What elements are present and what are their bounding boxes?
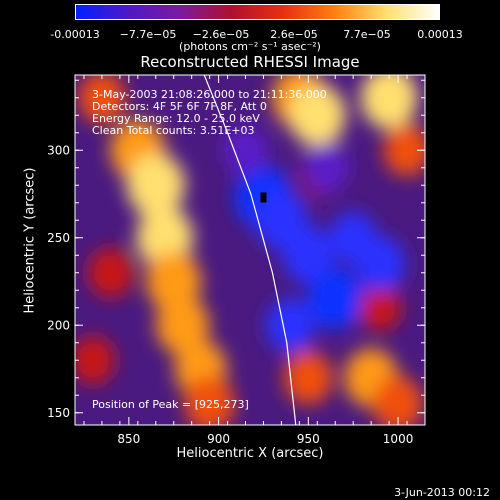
- annotation-detectors: Detectors: 4F 5F 6F 7F 8F, Att 0: [92, 100, 267, 113]
- footer-date: 3-Jun-2013 00:12: [394, 486, 490, 499]
- colorbar-tick-label: −7.7e−05: [119, 28, 177, 41]
- x-tick-label: 900: [207, 432, 230, 446]
- solar-limb-line: [203, 75, 297, 425]
- plot-frame: [74, 74, 426, 426]
- heatmap-cell: [383, 124, 425, 177]
- colorbar-tick-label: 7.7e−05: [343, 28, 391, 41]
- heatmap-cell: [282, 226, 335, 284]
- heatmap-cell: [265, 298, 315, 353]
- colorbar-tick-label: 0.00013: [417, 28, 463, 41]
- heatmap-cell: [303, 142, 350, 193]
- heatmap-cell: [288, 84, 346, 147]
- y-axis-label: Heliocentric Y (arcsec): [22, 167, 38, 314]
- y-tick-label: 200: [47, 318, 70, 332]
- heatmap-cell: [360, 75, 418, 129]
- heatmap-cell: [155, 295, 210, 355]
- heatmap-cell: [88, 247, 134, 298]
- colorbar-tick-label: 2.6e−05: [270, 28, 318, 41]
- y-tick-label: 250: [47, 231, 70, 245]
- heatmap-cell: [307, 268, 363, 330]
- colorbar-gradient: [76, 5, 439, 19]
- chart-title: Reconstructed RHESSI Image: [140, 53, 360, 71]
- heatmap-cell: [184, 376, 235, 425]
- annotation-energy: Energy Range: 12.0 - 25.0 keV: [92, 112, 260, 125]
- y-tick-label: 150: [47, 406, 70, 420]
- x-tick-label: 1000: [383, 432, 414, 446]
- heatmap-cell: [358, 284, 402, 332]
- heatmap-cell: [223, 126, 268, 175]
- annotation-time: 3-May-2003 21:08:26.000 to 21:11:36.000: [92, 88, 327, 101]
- annotation-clean: Clean Total counts: 3.51E+03: [92, 124, 255, 137]
- x-tick-label: 950: [297, 432, 320, 446]
- heatmap-cell: [329, 211, 377, 264]
- heatmap-cell: [126, 153, 185, 218]
- colorbar-units: (photons cm⁻² s⁻¹ asec⁻²): [179, 40, 321, 53]
- heatmap-cells: [75, 75, 425, 425]
- x-axis-label: Heliocentric X (arcsec): [176, 446, 324, 461]
- x-tick-label: 850: [117, 432, 140, 446]
- heatmap-cell: [75, 336, 115, 385]
- colorbar-tick-label: −2.6e−05: [192, 28, 250, 41]
- colorbar-tick-label: -0.00013: [50, 28, 100, 41]
- y-tick-label: 300: [47, 143, 70, 157]
- colorbar: [75, 4, 440, 20]
- heatmap-cell: [78, 75, 126, 124]
- heatmap-cell: [283, 350, 333, 405]
- heatmap-cell: [372, 376, 424, 425]
- annotation-peak: Position of Peak = [925,273]: [92, 398, 249, 411]
- peak-marker: [260, 192, 267, 203]
